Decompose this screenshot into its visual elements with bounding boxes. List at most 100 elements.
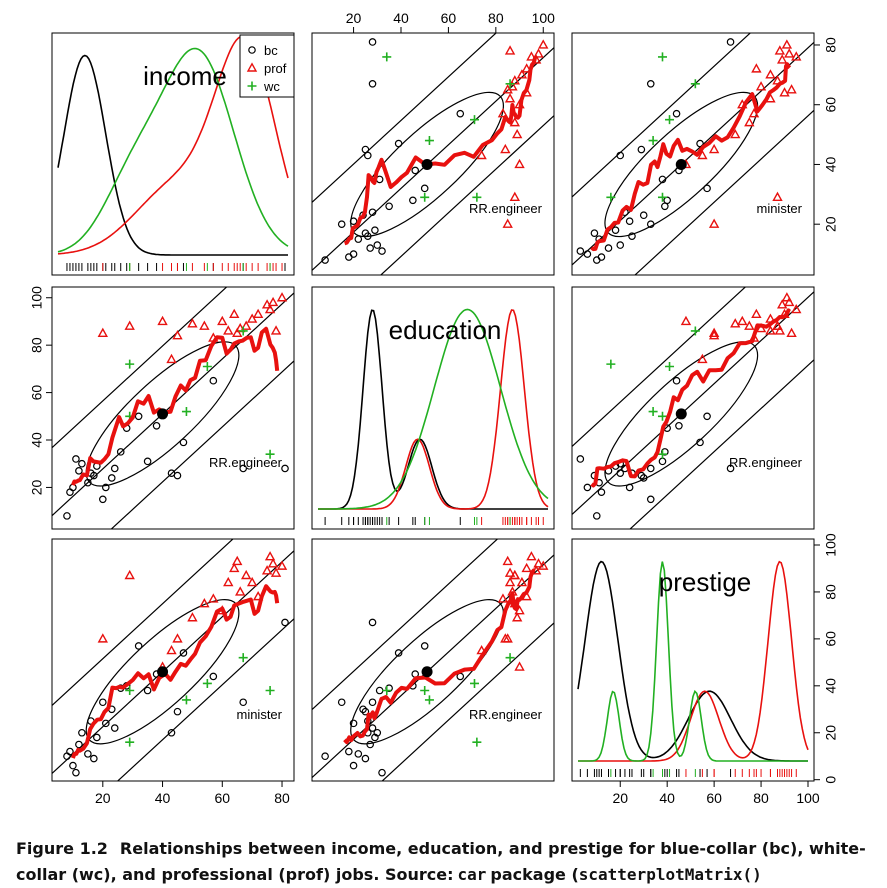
point-bc xyxy=(592,512,601,520)
point-bc xyxy=(597,253,606,261)
point-wc xyxy=(665,362,675,372)
point-bc xyxy=(726,464,735,473)
envelope-line xyxy=(52,287,228,449)
point-wc xyxy=(125,359,135,369)
point-bc xyxy=(361,754,370,763)
point-bc xyxy=(639,474,648,482)
point-prof xyxy=(765,69,776,79)
point-prof xyxy=(497,593,509,603)
panel-frame-prestige-prestige xyxy=(571,538,815,782)
point-prof xyxy=(730,318,741,328)
point-bc xyxy=(281,464,289,473)
point-bc xyxy=(72,455,80,463)
point-bc xyxy=(321,256,329,264)
point-wc xyxy=(648,136,658,146)
point-bc xyxy=(116,448,125,456)
point-bc xyxy=(409,196,417,205)
point-prof xyxy=(97,633,108,643)
envelope-line xyxy=(629,358,814,529)
legend: bc prof wc xyxy=(239,34,295,98)
point-bc xyxy=(385,202,393,211)
point-bc xyxy=(368,618,377,627)
point-prof xyxy=(748,108,760,118)
point-bc xyxy=(368,698,377,707)
point-bc xyxy=(84,750,92,758)
point-prof xyxy=(267,558,279,568)
outlier-label: minister xyxy=(236,707,282,722)
point-prof xyxy=(509,191,520,202)
point-bc xyxy=(675,421,683,430)
envelope-line xyxy=(572,33,752,198)
point-wc xyxy=(247,81,257,91)
point-prof xyxy=(504,45,516,55)
point-bc xyxy=(637,145,646,154)
point-bc xyxy=(345,747,353,756)
point-prof xyxy=(166,353,177,364)
envelope-line xyxy=(379,114,554,275)
point-wc xyxy=(606,359,616,369)
point-bc xyxy=(373,241,382,249)
point-prof xyxy=(270,325,282,335)
axis-tick-label: 40 xyxy=(659,790,675,806)
point-bc xyxy=(378,247,386,255)
point-prof xyxy=(232,555,243,566)
panel-title-prestige: prestige xyxy=(659,567,752,597)
point-bc xyxy=(456,109,465,118)
point-prof xyxy=(270,567,282,577)
point-bc xyxy=(658,175,667,184)
concentration-ellipse xyxy=(350,599,504,745)
point-prof xyxy=(509,75,520,85)
scatter-panel-income-vs-prestige: minister xyxy=(572,33,814,275)
point-wc xyxy=(665,115,675,125)
point-prof xyxy=(784,296,795,307)
point-wc xyxy=(690,326,700,336)
point-prof xyxy=(124,569,135,580)
point-prof xyxy=(784,48,795,58)
point-prof xyxy=(199,320,210,330)
axis-tick-label: 100 xyxy=(532,10,556,26)
point-prof xyxy=(264,551,276,561)
outlier-label: RR.engineer xyxy=(729,455,803,470)
point-prof xyxy=(765,325,776,335)
point-bc xyxy=(696,438,704,447)
point-prof xyxy=(772,320,783,330)
point-bc xyxy=(134,642,143,650)
panel-frame-income-education xyxy=(311,32,555,276)
point-prof xyxy=(502,218,513,228)
axis-tick-label: 20 xyxy=(95,790,111,806)
envelope-line xyxy=(381,622,554,781)
point-bc xyxy=(616,469,625,478)
smoother-line xyxy=(590,62,792,252)
point-prof xyxy=(500,143,511,154)
axis-tick-label: 80 xyxy=(274,790,290,806)
axes-layer: 20 40 60 80 20 40 60 80 100 20 40 60 80 100 20 40 60 80 10… xyxy=(29,10,839,806)
smoother-line xyxy=(71,326,280,486)
point-prof xyxy=(751,63,762,73)
scatter-panel-education-vs-prestige: RR.engineer xyxy=(572,287,814,529)
point-prof xyxy=(261,565,273,575)
point-prof xyxy=(264,303,276,314)
point-bc xyxy=(368,38,377,46)
point-prof xyxy=(276,292,288,302)
point-wc xyxy=(648,407,658,417)
point-prof xyxy=(526,51,537,61)
point-bc xyxy=(209,376,218,385)
point-prof xyxy=(504,567,516,577)
point-prof xyxy=(514,158,525,169)
density-curve-prof xyxy=(578,560,809,762)
point-bc xyxy=(672,376,681,385)
panel-frame-income-income xyxy=(51,32,295,276)
point-bc xyxy=(93,733,101,742)
point-bc xyxy=(658,457,667,466)
envelope-line xyxy=(110,360,294,529)
point-bc xyxy=(78,459,86,468)
point-prof xyxy=(240,320,252,330)
figure-number: Figure 1.2 xyxy=(16,839,108,858)
point-bc xyxy=(703,184,711,193)
point-bc xyxy=(420,184,429,193)
point-bc xyxy=(616,151,625,160)
point-wc xyxy=(505,79,515,89)
point-bc xyxy=(726,38,735,46)
point-bc xyxy=(101,483,110,492)
point-prof xyxy=(776,299,788,309)
